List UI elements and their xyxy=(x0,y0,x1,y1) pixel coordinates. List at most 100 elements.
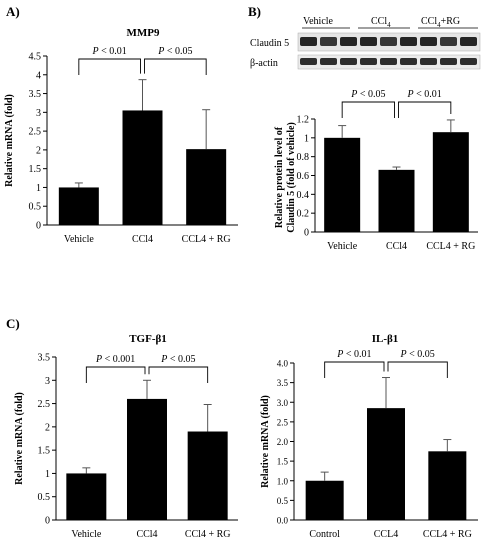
x-tick-label-1: Vehicle xyxy=(327,241,358,252)
bar-2 xyxy=(378,169,415,232)
y-tick-label: 0.6 xyxy=(297,171,310,182)
y-tick-label: 2.0 xyxy=(277,437,289,447)
y-tick-label: 2.5 xyxy=(29,127,42,138)
blot-group-ccl4-rg: CCl4+RG xyxy=(421,16,460,29)
p-symbol: P xyxy=(92,46,99,57)
y-tick-label: 0.5 xyxy=(38,492,51,503)
blot-band-beta-actin xyxy=(460,58,477,65)
chart-claudin5: Relative protein level ofClaudin 5 (fold… xyxy=(274,89,478,252)
significance-label-2: P < 0.05 xyxy=(157,46,192,57)
bar-1 xyxy=(305,480,344,520)
significance-label-2: P < 0.01 xyxy=(407,89,442,100)
x-tick-label-3: CCl4 + RG xyxy=(185,529,231,540)
significance-bracket-2 xyxy=(398,101,452,118)
bar-3 xyxy=(428,451,467,520)
p-symbol: P xyxy=(95,354,102,365)
x-tick-label-1: Vehicle xyxy=(71,529,102,540)
y-tick-label: 0.0 xyxy=(277,516,289,526)
y-axis-label-line-1: Relative protein level of xyxy=(274,126,285,228)
x-tick-label-3: CCL4 + RG xyxy=(426,241,475,252)
y-tick-label: 1.5 xyxy=(277,457,289,467)
bar-1 xyxy=(324,137,361,232)
bar-1 xyxy=(66,473,107,520)
x-tick-label-3: CCL4 + RG xyxy=(182,234,231,245)
blot-band-claudin5 xyxy=(400,37,417,46)
p-value: < 0.05 xyxy=(357,89,385,100)
blot-label-claudin5: Claudin 5 xyxy=(250,38,289,49)
blot-band-beta-actin xyxy=(340,58,357,65)
y-axis-label: Relative mRNA (fold) xyxy=(4,94,15,187)
blot-subscript: 4 xyxy=(387,21,391,29)
y-tick-label: 1.5 xyxy=(29,164,42,175)
y-tick-label: 3.5 xyxy=(277,378,289,388)
p-value: < 0.001 xyxy=(102,354,135,365)
blot-band-claudin5 xyxy=(300,37,317,46)
y-tick-label: 0 xyxy=(304,228,309,239)
blot-band-claudin5 xyxy=(320,37,337,46)
panel-label-a: A) xyxy=(6,4,20,19)
p-value: < 0.05 xyxy=(167,354,195,365)
blot-band-beta-actin xyxy=(400,58,417,65)
blot-band-claudin5 xyxy=(360,37,377,46)
x-tick-label-2: CCl4 xyxy=(132,234,153,245)
y-tick-label: 1 xyxy=(304,133,309,144)
y-axis-label: Relative mRNA (fold) xyxy=(14,392,25,485)
blot-group-vehicle: Vehicle xyxy=(303,16,334,27)
y-tick-label: 4 xyxy=(36,70,41,81)
chart-ilb1: IL-β1 Relative mRNA (fold) 0.0 0.5 1.0 1.5 2.0… xyxy=(260,333,478,540)
blot-group-ccl4: CCl4 xyxy=(371,16,391,29)
p-value: < 0.01 xyxy=(343,349,371,360)
blot-band-claudin5 xyxy=(420,37,437,46)
y-tick-label: 1.5 xyxy=(38,446,51,457)
p-value: < 0.01 xyxy=(414,89,442,100)
x-tick-label-2: CCL4 xyxy=(374,529,398,540)
panel-label-c: C) xyxy=(6,316,20,331)
blot-band-beta-actin xyxy=(440,58,457,65)
y-tick-label: 2.5 xyxy=(277,417,289,427)
y-tick-label: 3.5 xyxy=(38,353,51,364)
y-tick-label: 0 xyxy=(45,516,50,527)
y-tick-label: 0.2 xyxy=(297,209,310,220)
blot-band-claudin5 xyxy=(380,37,397,46)
y-axis-label: Relative protein level ofClaudin 5 (fold… xyxy=(274,122,297,233)
chart-title: MMP9 xyxy=(127,27,160,39)
p-symbol: P xyxy=(160,354,167,365)
y-tick-label: 2 xyxy=(45,422,50,433)
chart-title: TGF-β1 xyxy=(129,333,167,345)
bar-2 xyxy=(127,398,167,520)
blot-band-claudin5 xyxy=(440,37,457,46)
significance-bracket-1 xyxy=(341,101,395,118)
bar-3 xyxy=(432,132,469,232)
y-axis-label: Relative mRNA (fold) xyxy=(260,395,271,488)
bar-3 xyxy=(187,431,228,520)
significance-bracket-2 xyxy=(148,366,209,383)
p-symbol: P xyxy=(157,46,164,57)
significance-label-1: P < 0.001 xyxy=(95,354,135,365)
bar-2 xyxy=(122,110,163,225)
significance-bracket-1 xyxy=(324,361,385,378)
y-tick-label: 1 xyxy=(45,469,50,480)
y-tick-label: 0.4 xyxy=(297,190,310,201)
y-tick-label: 2 xyxy=(36,145,41,156)
bar-1 xyxy=(58,187,99,225)
y-tick-label: 0.5 xyxy=(277,496,289,506)
blot-label-beta-actin: β-actin xyxy=(250,58,278,69)
blot-band-claudin5 xyxy=(340,37,357,46)
chart-tgfb1: TGF-β1 Relative mRNA (fold) 0 0.5 1 1.5 2 2.5 3 3… xyxy=(14,333,238,540)
significance-label-2: P < 0.05 xyxy=(160,354,195,365)
blot-band-beta-actin xyxy=(320,58,337,65)
y-tick-label: 1.2 xyxy=(297,115,310,126)
significance-label-1: P < 0.01 xyxy=(336,349,371,360)
x-tick-label-1: Control xyxy=(309,529,340,540)
x-tick-label-2: CCl4 xyxy=(386,241,407,252)
blot-band-beta-actin xyxy=(420,58,437,65)
significance-label-1: P < 0.01 xyxy=(92,46,127,57)
y-tick-label: 3.0 xyxy=(277,398,289,408)
western-blot: Vehicle CCl4 CCl4+RG Claudin 5 β-actin xyxy=(250,16,481,70)
y-tick-label: 3 xyxy=(36,108,41,119)
significance-bracket-1 xyxy=(78,58,141,75)
bar-2 xyxy=(367,408,405,520)
p-value: < 0.05 xyxy=(407,349,435,360)
p-symbol: P xyxy=(350,89,357,100)
blot-band-beta-actin xyxy=(300,58,317,65)
